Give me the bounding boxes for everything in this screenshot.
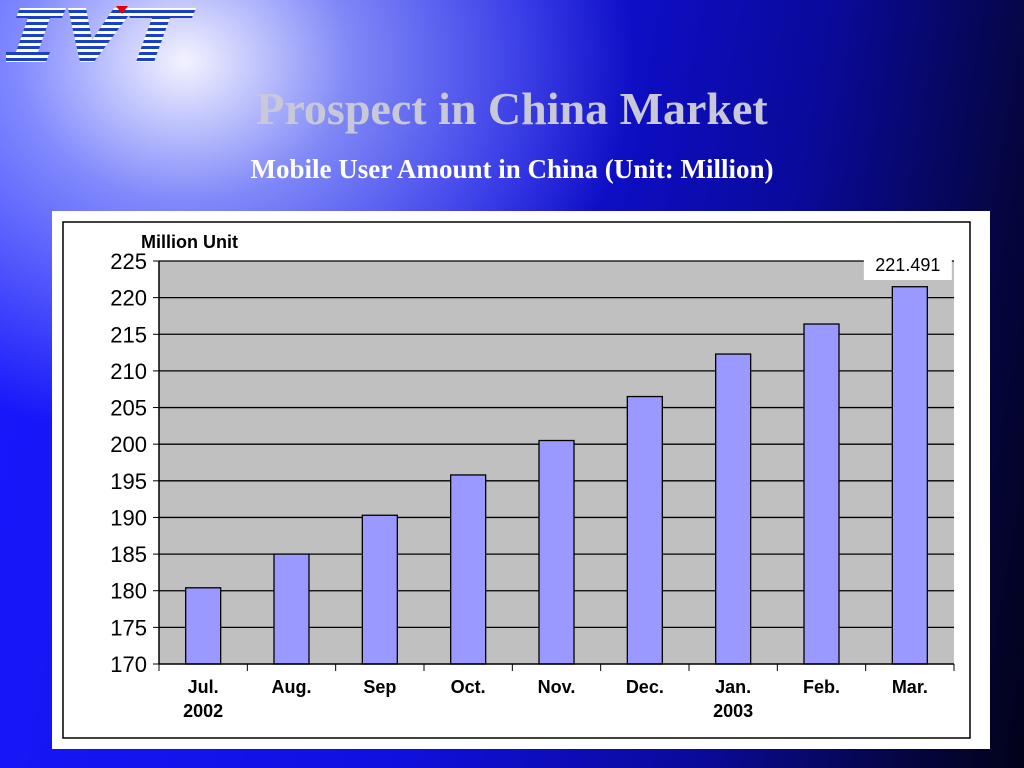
bar	[715, 353, 752, 665]
chart-frame: 225 220 215 210 205 200 195 190 185 180 175 170 Jul…	[52, 211, 990, 749]
y-tick-label: 185	[110, 542, 147, 567]
x-tick-label: Oct.	[451, 677, 486, 697]
y-tick-label: 220	[110, 286, 147, 311]
x-tick-label: Aug.	[272, 677, 312, 697]
ivt-logo	[0, 4, 196, 71]
bar	[273, 553, 310, 665]
y-tick-label: 200	[110, 432, 147, 457]
bar	[891, 286, 928, 665]
x-tick-label: Jan.	[715, 677, 751, 697]
y-tick-label: 225	[110, 249, 147, 274]
x-tick-label: 2002	[183, 701, 223, 721]
data-label-box	[863, 252, 952, 280]
x-tick-label: Mar.	[892, 677, 928, 697]
data-label: 221.491	[875, 255, 940, 275]
bar	[538, 439, 575, 665]
bar	[803, 323, 840, 665]
x-tick-label: 2003	[713, 701, 753, 721]
bar-chart: 225 220 215 210 205 200 195 190 185 180 175 170 Jul…	[62, 221, 971, 739]
y-tick-label: 190	[110, 505, 147, 530]
slide-subtitle: Mobile User Amount in China (Unit: Milli…	[250, 154, 774, 184]
chart-border	[62, 221, 971, 739]
bar	[361, 514, 398, 665]
slide-title: Prospect in China Market	[256, 83, 768, 134]
y-tick-label: 180	[110, 579, 147, 604]
y-tick-label: 215	[110, 322, 147, 347]
x-tick-label: Jul.	[188, 677, 219, 697]
y-tick-label: 210	[110, 359, 147, 384]
y-tick-label: 205	[110, 396, 147, 421]
x-tick-label: Feb.	[803, 677, 840, 697]
x-tick-label: Nov.	[538, 677, 576, 697]
bar	[185, 587, 222, 665]
x-tick-label: Dec.	[626, 677, 664, 697]
bar	[626, 395, 663, 665]
y-axis-label: Million Unit	[141, 232, 238, 252]
y-tick-label: 175	[110, 615, 147, 640]
x-tick-label: Sep	[363, 677, 396, 697]
y-tick-label: 170	[110, 652, 147, 677]
y-tick-label: 195	[110, 469, 147, 494]
bar	[450, 474, 487, 665]
